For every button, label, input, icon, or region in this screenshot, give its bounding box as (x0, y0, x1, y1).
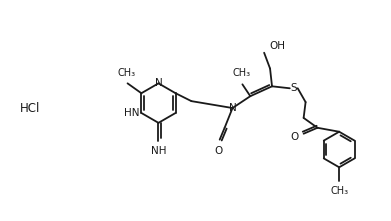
Text: NH: NH (151, 146, 166, 156)
Text: CH₃: CH₃ (232, 69, 251, 78)
Text: S: S (291, 83, 297, 93)
Text: O: O (215, 146, 223, 156)
Text: O: O (291, 132, 299, 142)
Text: HN: HN (124, 108, 140, 118)
Text: OH: OH (269, 41, 285, 51)
Text: CH₃: CH₃ (117, 69, 136, 78)
Text: CH₃: CH₃ (330, 186, 348, 196)
Text: N: N (154, 78, 162, 88)
Text: HCl: HCl (20, 101, 40, 114)
Text: N: N (229, 103, 237, 113)
